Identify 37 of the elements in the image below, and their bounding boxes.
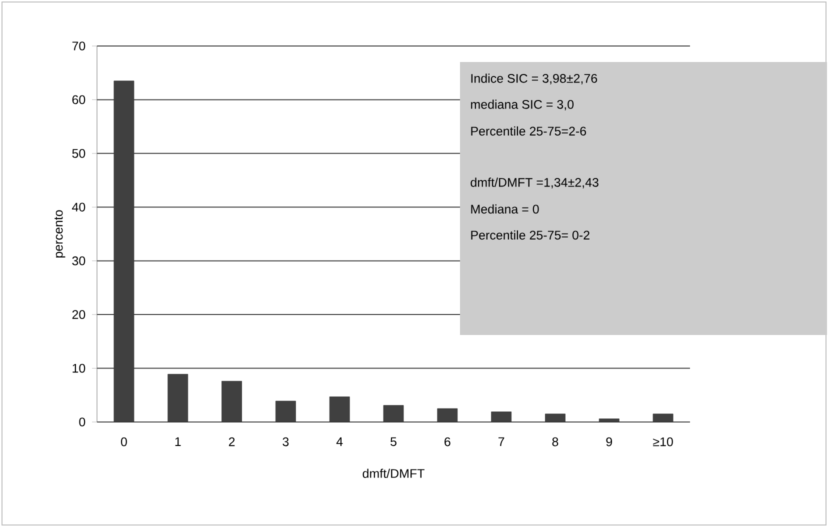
y-axis-title: percento	[54, 210, 66, 258]
bar	[383, 405, 404, 422]
annotation: mediana SIC = 3,0	[471, 100, 574, 110]
y-tick-label: 30	[72, 256, 86, 266]
x-tick-label: 7	[498, 437, 504, 446]
bar	[491, 412, 512, 422]
bar	[437, 408, 458, 422]
y-tick-label: 40	[72, 202, 86, 212]
y-tick-label: 60	[72, 95, 86, 104]
annotation: Mediana = 0	[471, 204, 539, 214]
x-tick-label: 3	[282, 437, 289, 446]
bar	[222, 380, 242, 422]
x-tick-label: 0	[120, 437, 127, 446]
annotation: Percentile 25-75=2-6	[471, 126, 586, 136]
x-axis-title: dmft/DMFT	[362, 468, 424, 478]
y-tick-label: 10	[72, 364, 86, 373]
y-tick-label: 0	[79, 418, 86, 426]
x-tick-label: 8	[552, 437, 558, 446]
x-tick-label: ≥10	[653, 437, 673, 446]
y-tick-label: 50	[72, 149, 86, 158]
bar	[598, 418, 620, 422]
bar	[168, 374, 188, 422]
x-tick-label: 1	[175, 437, 181, 446]
x-tick-label: 4	[336, 437, 343, 446]
y-tick-label: 20	[72, 310, 86, 319]
x-tick-label: 5	[390, 437, 396, 446]
annotation: Indice SIC = 3,98±2,76	[471, 74, 598, 84]
x-tick-label: 2	[228, 437, 235, 446]
x-tick-label: 6	[444, 437, 450, 446]
bar	[329, 396, 350, 422]
annotation: dmft/DMFT =1,34±2,43	[470, 178, 598, 188]
y-tick-label: 70	[72, 42, 86, 50]
bar	[275, 400, 296, 422]
annotation: Percentile 25-75= 0-2	[471, 230, 590, 240]
bar	[545, 414, 566, 422]
bar	[652, 414, 674, 422]
x-tick-label: 9	[606, 437, 612, 446]
